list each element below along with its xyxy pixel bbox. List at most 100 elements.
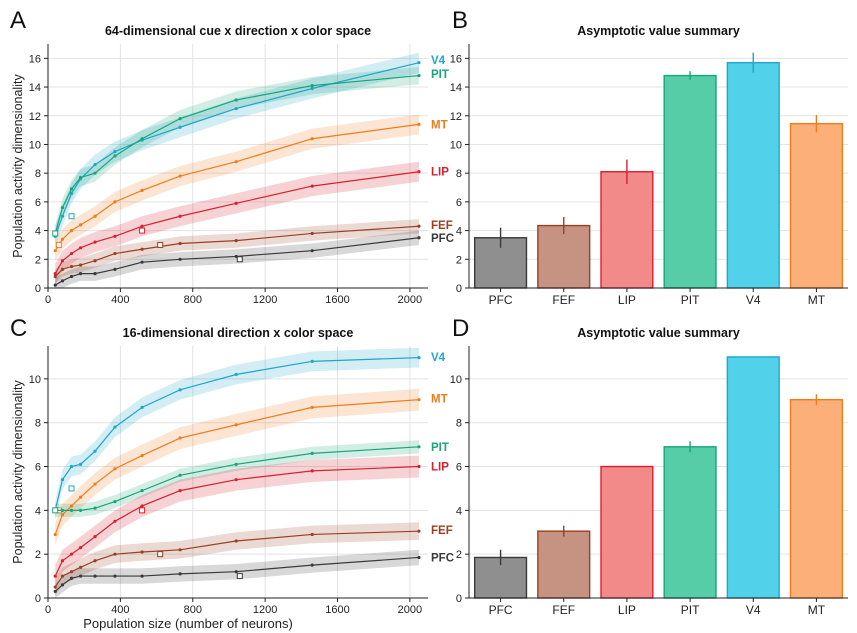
data-point-mt bbox=[234, 160, 238, 164]
data-point-pit bbox=[417, 445, 421, 449]
data-point-lip bbox=[310, 469, 314, 473]
confidence-band-lip bbox=[55, 161, 419, 284]
x-tick-label-pfc: PFC bbox=[489, 293, 513, 307]
data-point-v4 bbox=[417, 61, 421, 65]
data-point-fef bbox=[310, 532, 314, 537]
open-square-marker-pfc bbox=[236, 573, 243, 580]
y-tick-label: 6 bbox=[35, 197, 41, 209]
open-square-marker-lip bbox=[139, 227, 146, 234]
data-point-lip bbox=[113, 234, 117, 238]
data-point-fef bbox=[53, 274, 57, 279]
data-point-fef bbox=[93, 559, 97, 563]
data-point-pit bbox=[113, 154, 117, 158]
x-tick-label: 0 bbox=[45, 604, 51, 616]
data-point-v4 bbox=[78, 462, 83, 466]
data-point-lip bbox=[178, 489, 182, 493]
y-tick-label: 10 bbox=[450, 374, 462, 386]
chart-title: 16-dimensional direction x color space bbox=[123, 326, 354, 340]
data-point-v4 bbox=[60, 478, 65, 482]
data-point-pfc bbox=[69, 576, 74, 580]
data-point-fef bbox=[69, 264, 74, 269]
x-tick-label-mt: MT bbox=[808, 603, 826, 617]
data-point-lip bbox=[78, 546, 83, 550]
data-point-pit bbox=[310, 84, 314, 88]
confidence-band-fef bbox=[55, 522, 419, 596]
series-label-v4: V4 bbox=[431, 55, 446, 67]
confidence-band-v4 bbox=[55, 347, 419, 521]
data-point-mt bbox=[113, 200, 117, 204]
series-label-lip: LIP bbox=[431, 462, 449, 474]
data-point-v4 bbox=[140, 405, 144, 409]
data-point-pit bbox=[140, 489, 144, 493]
chart-title: Asymptotic value summary bbox=[577, 24, 740, 38]
panel-letter-c: C bbox=[10, 315, 27, 342]
data-point-lip bbox=[93, 535, 97, 539]
y-tick-label: 4 bbox=[35, 505, 41, 517]
data-point-mt bbox=[93, 482, 97, 486]
data-point-lip bbox=[69, 552, 74, 556]
bar-lip bbox=[600, 171, 654, 289]
y-tick-label: 16 bbox=[450, 53, 462, 65]
data-point-mt bbox=[178, 436, 182, 440]
data-point-lip bbox=[78, 246, 83, 250]
data-point-fef bbox=[310, 231, 314, 236]
series-label-pfc: PFC bbox=[431, 552, 454, 564]
data-point-v4 bbox=[93, 449, 97, 453]
data-point-v4 bbox=[178, 125, 182, 129]
open-square-marker-pfc bbox=[236, 256, 243, 263]
data-point-pfc bbox=[60, 583, 65, 587]
y-tick-label: 10 bbox=[29, 139, 41, 151]
data-point-mt bbox=[113, 467, 117, 471]
data-point-fef bbox=[140, 247, 144, 251]
data-point-pit bbox=[78, 175, 83, 180]
data-point-mt bbox=[310, 405, 314, 409]
data-point-lip bbox=[93, 240, 97, 244]
x-tick-label-v4: V4 bbox=[746, 293, 761, 307]
series-label-mt: MT bbox=[431, 119, 448, 131]
confidence-band-mt bbox=[55, 388, 419, 546]
bar-fef bbox=[537, 224, 591, 289]
y-tick-label: 0 bbox=[456, 593, 462, 605]
y-tick-label: 14 bbox=[29, 82, 41, 94]
data-point-lip bbox=[178, 214, 182, 218]
data-point-pfc bbox=[113, 267, 117, 271]
data-point-fef bbox=[69, 570, 74, 574]
panel-b-bar-chart: B Asymptotic value summary PFC FEF LIP PIT V4 M… bbox=[450, 7, 848, 307]
x-tick-label: 1600 bbox=[325, 604, 349, 616]
data-point-v4 bbox=[93, 162, 97, 167]
data-point-mt bbox=[60, 237, 65, 241]
x-tick-label-lip: LIP bbox=[618, 603, 636, 617]
panel-letter-d: D bbox=[452, 315, 469, 342]
data-point-pfc bbox=[140, 574, 144, 578]
data-point-fef bbox=[53, 585, 57, 589]
data-point-pfc bbox=[78, 574, 83, 578]
data-point-v4 bbox=[234, 106, 238, 111]
confidence-band-lip bbox=[55, 455, 419, 588]
data-point-mt bbox=[234, 423, 238, 427]
data-point-fef bbox=[60, 574, 65, 578]
series-label-pfc: PFC bbox=[431, 233, 454, 245]
data-point-fef bbox=[178, 241, 182, 246]
data-point-mt bbox=[417, 398, 421, 402]
y-tick-label: 8 bbox=[456, 418, 462, 430]
x-tick-label: 1600 bbox=[325, 294, 349, 306]
data-point-v4 bbox=[234, 372, 238, 377]
data-point-pfc bbox=[69, 274, 74, 279]
open-square-marker-v4 bbox=[68, 213, 75, 220]
y-tick-label: 8 bbox=[35, 168, 41, 180]
x-tick-label: 2000 bbox=[398, 604, 422, 616]
data-point-lip bbox=[234, 478, 238, 482]
data-point-lip bbox=[310, 184, 314, 188]
panel-d-bar-chart: D Asymptotic value summary PFC FEF LIP PIT V4 M… bbox=[450, 315, 848, 617]
data-point-fef bbox=[178, 548, 182, 552]
data-point-pit bbox=[78, 508, 83, 512]
data-point-lip bbox=[53, 272, 57, 276]
data-point-fef bbox=[417, 224, 421, 228]
y-tick-label: 4 bbox=[456, 505, 462, 517]
bar-pit bbox=[663, 74, 717, 289]
bar-pit bbox=[663, 446, 717, 599]
data-point-pit bbox=[60, 206, 65, 210]
series-label-mt: MT bbox=[431, 394, 448, 406]
bar-v4 bbox=[726, 61, 780, 289]
bar-mt bbox=[789, 122, 844, 289]
